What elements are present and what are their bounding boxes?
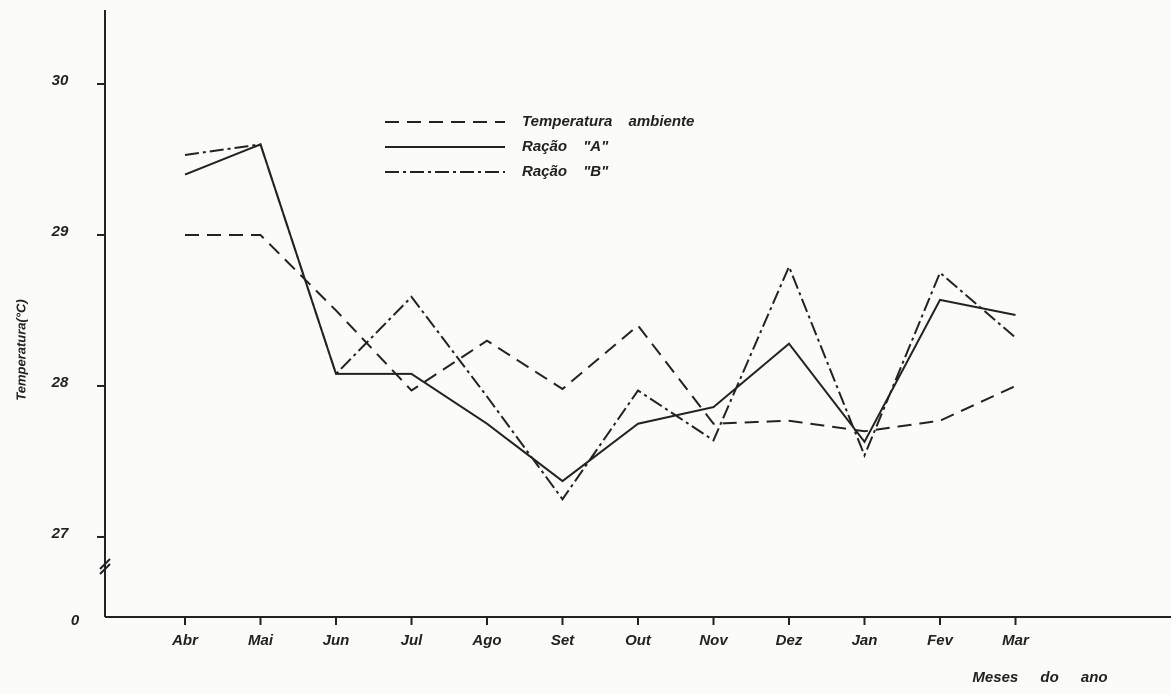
y-axis-label: Temperatura(°C) [13,299,28,401]
x-tick-label: Out [625,632,652,649]
legend-label: Ração "B" [522,163,609,180]
x-tick-label: Abr [171,632,199,649]
series-line [184,143,1017,501]
y-tick-label: 28 [51,374,69,391]
y-tick-label: 29 [51,223,69,240]
x-tick-label: Fev [927,632,955,649]
axis-break [99,558,111,570]
axis-break [99,563,111,575]
series-line [185,233,1016,433]
x-tick-label: Jul [401,632,424,649]
x-tick-label: Nov [699,632,729,649]
y-origin-label: 0 [71,612,80,629]
y-tick-label: 30 [52,72,69,89]
legend-label: Ração "A" [522,138,609,155]
x-tick-label: Ago [471,632,501,649]
x-tick-label: Mar [1002,632,1030,649]
series-line [184,143,1016,483]
x-tick-label: Mai [248,632,274,649]
x-axis-label: Meses do ano [972,669,1107,686]
x-tick-label: Jun [323,632,350,649]
x-tick-label: Set [551,632,575,649]
y-tick-label: 27 [51,525,69,542]
legend-label: Temperatura ambiente [522,113,694,130]
x-tick-label: Jan [852,632,878,649]
x-tick-label: Dez [776,632,803,649]
